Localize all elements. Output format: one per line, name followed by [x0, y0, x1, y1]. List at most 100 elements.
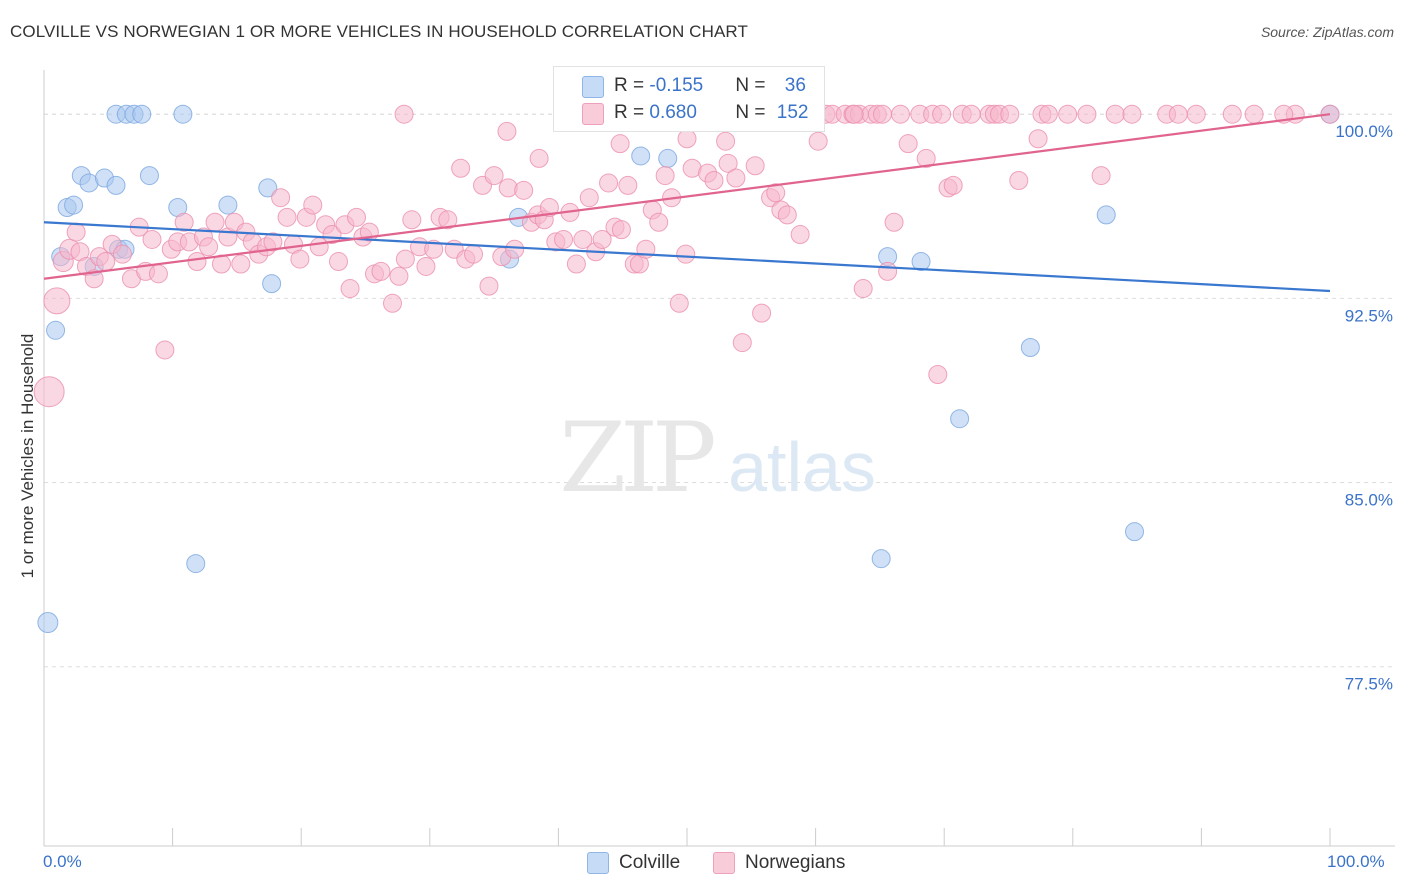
- legend-n-value: 36: [784, 75, 806, 96]
- norwegians-point: [884, 212, 904, 232]
- norwegians-point: [890, 104, 910, 124]
- legend-n-value: 152: [776, 102, 809, 123]
- norwegians-point: [340, 279, 360, 299]
- norwegians-trend-line: [43, 113, 1331, 280]
- y-tick-labels: 100.0% 92.5% 85.0% 77.5%: [1335, 122, 1393, 694]
- norwegians-point: [726, 168, 746, 188]
- norwegians-point: [669, 293, 689, 313]
- legend-r-value: 0.680: [649, 102, 697, 123]
- norwegians-point: [732, 333, 752, 353]
- legend-row-norwegians: R = 0.680 N = 152: [614, 101, 808, 125]
- norwegians-point: [566, 254, 586, 274]
- axes: [43, 70, 1395, 847]
- norwegians-point: [416, 256, 436, 276]
- colville-point: [871, 549, 891, 569]
- norwegians-point: [43, 287, 71, 315]
- colville-point: [218, 195, 238, 215]
- norwegians-point: [148, 264, 168, 284]
- norwegians-point: [174, 212, 194, 232]
- colville-point: [258, 178, 278, 198]
- norwegians-point: [618, 175, 638, 195]
- norwegians-point: [395, 249, 415, 269]
- norwegians-point: [878, 261, 898, 281]
- x-tick-max: 100.0%: [1327, 852, 1385, 871]
- norwegians-point: [1168, 104, 1188, 124]
- gridlines: [44, 113, 1395, 668]
- norwegians-point: [33, 376, 65, 408]
- colville-point: [911, 252, 931, 272]
- legend-swatch-colville: [582, 76, 604, 98]
- norwegians-point: [187, 252, 207, 272]
- norwegians-point: [611, 220, 631, 240]
- legend-item-colville[interactable]: Colville: [587, 852, 680, 874]
- norwegians-point: [932, 104, 952, 124]
- norwegians-point: [231, 254, 251, 274]
- norwegians-point: [676, 244, 696, 264]
- norwegians-point: [745, 156, 765, 176]
- norwegians-point: [1222, 104, 1242, 124]
- colville-point: [173, 104, 193, 124]
- series-legend: Colville Norwegians: [0, 852, 1406, 878]
- colville-point: [1125, 522, 1145, 542]
- norwegians-point: [464, 244, 484, 264]
- norwegians-point: [328, 252, 348, 272]
- norwegians-point: [844, 104, 864, 124]
- colville-point: [950, 409, 970, 429]
- legend-swatch-colville: [587, 852, 609, 874]
- y-tick-label: 100.0%: [1335, 122, 1393, 141]
- norwegians-point: [1028, 129, 1048, 149]
- colville-point: [139, 166, 159, 186]
- norwegians-point: [853, 279, 873, 299]
- norwegians-point: [704, 171, 724, 191]
- norwegians-point: [808, 131, 828, 151]
- norwegians-point: [424, 239, 444, 259]
- colville-point: [132, 104, 152, 124]
- colville-point: [106, 175, 126, 195]
- legend-r-label: R =: [614, 102, 650, 123]
- norwegians-point: [277, 207, 297, 227]
- colville-point: [1096, 205, 1116, 225]
- norwegians-point: [205, 212, 225, 232]
- legend-item-norwegians[interactable]: Norwegians: [713, 852, 845, 874]
- legend-r-value: -0.155: [649, 75, 704, 96]
- norwegians-point: [649, 212, 669, 232]
- norwegians-point: [777, 205, 797, 225]
- norwegians-point: [96, 252, 116, 272]
- norwegians-point: [1122, 104, 1142, 124]
- watermark-zip: ZIP: [559, 402, 714, 514]
- norwegians-point: [1038, 104, 1058, 124]
- norwegians-point: [112, 244, 132, 264]
- norwegians-point: [1091, 166, 1111, 186]
- norwegians-point: [66, 222, 86, 242]
- norwegians-point: [1009, 171, 1029, 191]
- norwegians-point: [346, 207, 366, 227]
- norwegians-point: [1244, 104, 1264, 124]
- norwegians-point: [579, 188, 599, 208]
- legend-label-norwegians: Norwegians: [745, 852, 846, 873]
- norwegians-point: [263, 232, 283, 252]
- norwegians-point: [916, 148, 936, 168]
- norwegians-point: [438, 210, 458, 230]
- legend-swatch-norwegians: [713, 852, 735, 874]
- norwegians-point: [1105, 104, 1125, 124]
- colville-trend-line: [43, 221, 1331, 293]
- norwegians-point: [514, 180, 534, 200]
- chart-title: COLVILLE VS NORWEGIAN 1 OR MORE VEHICLES…: [10, 22, 748, 41]
- series-norwegians: [33, 104, 1340, 408]
- norwegians-point: [383, 293, 403, 313]
- norwegians-point: [554, 229, 574, 249]
- legend-swatch-norwegians: [582, 103, 604, 125]
- norwegians-point: [655, 166, 675, 186]
- norwegians-point: [1186, 104, 1206, 124]
- norwegians-point: [677, 129, 697, 149]
- norwegians-point: [872, 104, 892, 124]
- colville-point: [658, 148, 678, 168]
- colville-point: [37, 612, 59, 634]
- stats-legend: R = -0.155 N = 36 R = 0.680 N = 152: [553, 66, 825, 132]
- source-credit[interactable]: Source: ZipAtlas.com: [1260, 24, 1394, 40]
- colville-point: [262, 274, 282, 294]
- colville-point: [1020, 337, 1040, 357]
- norwegians-point: [573, 229, 593, 249]
- norwegians-point: [497, 121, 517, 141]
